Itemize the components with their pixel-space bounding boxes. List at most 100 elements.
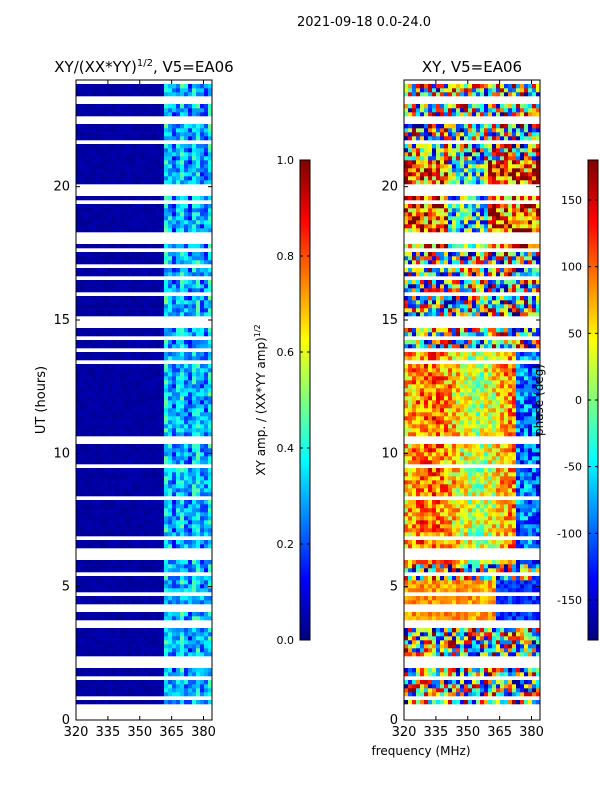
amp-cell	[112, 424, 117, 429]
amp-cell	[88, 504, 93, 509]
amp-cell	[196, 212, 201, 217]
amp-cell	[144, 368, 149, 373]
amp-cell	[136, 220, 141, 225]
phase-cell	[412, 600, 417, 605]
phase-cell	[492, 588, 497, 593]
phase-cell	[436, 600, 441, 605]
amp-cell	[92, 384, 97, 389]
phase-cell	[496, 684, 501, 689]
amp-cell	[112, 308, 117, 313]
phase-cell	[496, 576, 501, 581]
amp-colorbar-tick-label: 1.0	[277, 154, 295, 167]
amp-cell	[104, 568, 109, 573]
amp-cell	[92, 420, 97, 425]
phase-cell	[448, 588, 453, 593]
amp-cell	[200, 312, 205, 317]
amp-cell	[160, 388, 165, 393]
amp-cell	[168, 172, 173, 177]
amp-cell	[176, 588, 181, 593]
amp-cell	[196, 256, 201, 261]
amp-cell	[180, 284, 185, 289]
phase-cell	[464, 640, 469, 645]
amp-cell	[96, 352, 101, 357]
amp-cell	[108, 576, 113, 581]
amp-cell	[108, 532, 113, 537]
phase-cell	[508, 680, 513, 685]
amp-cell	[192, 628, 197, 633]
phase-cell	[420, 684, 425, 689]
amp-cell	[172, 380, 177, 385]
amp-cell	[112, 456, 117, 461]
phase-cell	[436, 668, 441, 673]
phase-cell	[452, 644, 457, 649]
amp-cell	[80, 564, 85, 569]
amp-cell	[188, 104, 193, 109]
amp-cell	[112, 584, 117, 589]
phase-cell	[484, 692, 489, 697]
phase-cell	[404, 652, 409, 657]
amp-cell	[140, 668, 145, 673]
phase-cell	[512, 636, 517, 641]
amp-cell	[180, 616, 185, 621]
amp-cell	[108, 368, 113, 373]
phase-cell	[468, 640, 473, 645]
amp-cell	[116, 172, 121, 177]
phase-cell	[496, 528, 501, 533]
amp-cell	[160, 300, 165, 305]
phase-cell	[448, 692, 453, 697]
phase-cell	[420, 652, 425, 657]
phase-cell	[504, 652, 509, 657]
amp-cell	[164, 172, 169, 177]
amp-cell	[200, 244, 205, 249]
amp-cell	[76, 528, 81, 533]
phase-cell	[464, 612, 469, 617]
phase-cell	[408, 516, 413, 521]
phase-cell	[408, 520, 413, 525]
phase-cell	[484, 524, 489, 529]
amp-cell	[168, 132, 173, 137]
amp-cell	[176, 520, 181, 525]
amp-cell	[200, 448, 205, 453]
phase-cell	[436, 688, 441, 693]
phase-cell	[408, 700, 413, 705]
amp-cell	[188, 416, 193, 421]
amp-cell	[136, 252, 141, 257]
amp-cell	[92, 148, 97, 153]
phase-cell	[520, 584, 525, 589]
amp-cell	[208, 284, 213, 289]
amp-cell	[136, 260, 141, 265]
amp-cell	[184, 600, 189, 605]
amp-cell	[120, 216, 125, 221]
phase-cell	[404, 584, 409, 589]
amp-cell	[168, 356, 173, 361]
phase-cell	[416, 564, 421, 569]
amp-cell	[172, 244, 177, 249]
amp-cell	[152, 524, 157, 529]
amp-cell	[152, 652, 157, 657]
amp-cell	[104, 304, 109, 309]
amp-cell	[164, 112, 169, 117]
amp-cell	[204, 112, 209, 117]
amp-cell	[92, 380, 97, 385]
amp-cell	[204, 216, 209, 221]
amp-cell	[100, 628, 105, 633]
amp-cell	[136, 136, 141, 141]
amp-cell	[100, 364, 105, 369]
amp-cell	[136, 684, 141, 689]
phase-cell	[504, 692, 509, 697]
amp-cell	[164, 272, 169, 277]
amp-cell	[136, 668, 141, 673]
amp-cell	[100, 584, 105, 589]
amp-cell	[208, 112, 213, 117]
amp-cell	[160, 212, 165, 217]
amp-cell	[152, 344, 157, 349]
amp-cell	[96, 684, 101, 689]
phase-cell	[532, 520, 537, 525]
phase-cell	[476, 684, 481, 689]
phase-cell	[524, 612, 529, 617]
amp-cell	[120, 312, 125, 317]
amp-cell	[160, 580, 165, 585]
amp-cell	[144, 472, 149, 477]
amp-cell	[184, 244, 189, 249]
amp-cell	[160, 168, 165, 173]
